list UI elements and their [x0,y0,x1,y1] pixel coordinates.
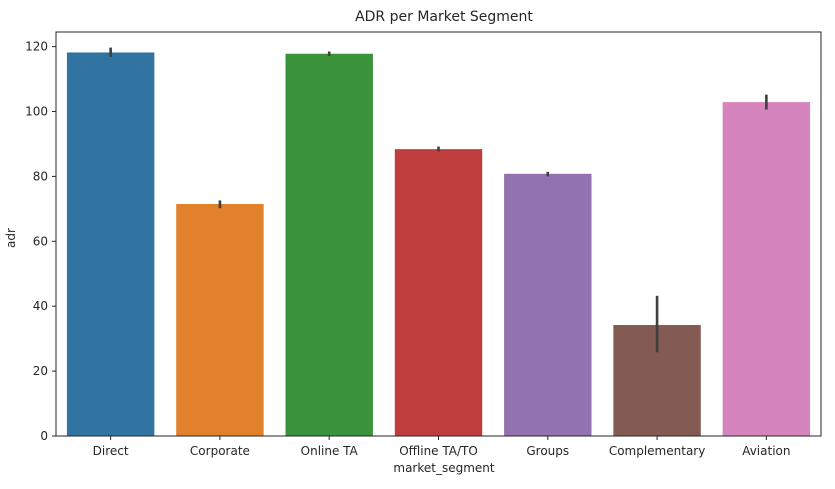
y-tick-label: 80 [33,169,48,183]
x-tick-label: Groups [526,444,569,458]
x-tick-label: Direct [93,444,129,458]
plot-frame [55,31,822,437]
y-tick-label: 60 [33,234,48,248]
chart-title: ADR per Market Segment [355,9,533,25]
x-tick-label: Online TA [301,444,359,458]
y-tick-label: 120 [25,40,48,54]
y-tick-label: 100 [25,105,48,119]
x-tick-label: Corporate [190,444,250,458]
x-tick-label: Complementary [609,444,706,458]
bar-groups [504,173,592,437]
y-tick-label: 20 [33,364,48,378]
bar-direct [66,52,155,437]
x-axis-label: market_segment [393,461,495,475]
bar-offline-ta-to [394,149,483,436]
y-axis-label: adr [4,228,18,248]
y-tick-label: 0 [40,429,48,443]
bar-corporate [176,203,264,436]
plot-area: Direct Corporate Online TA Offline TA/TO Gro… [25,31,822,458]
bar-online-ta [285,53,373,436]
x-tick-label: Aviation [742,444,790,458]
bar-aviation [722,102,811,437]
y-tick-label: 40 [33,299,48,313]
x-tick-label: Offline TA/TO [399,444,478,458]
